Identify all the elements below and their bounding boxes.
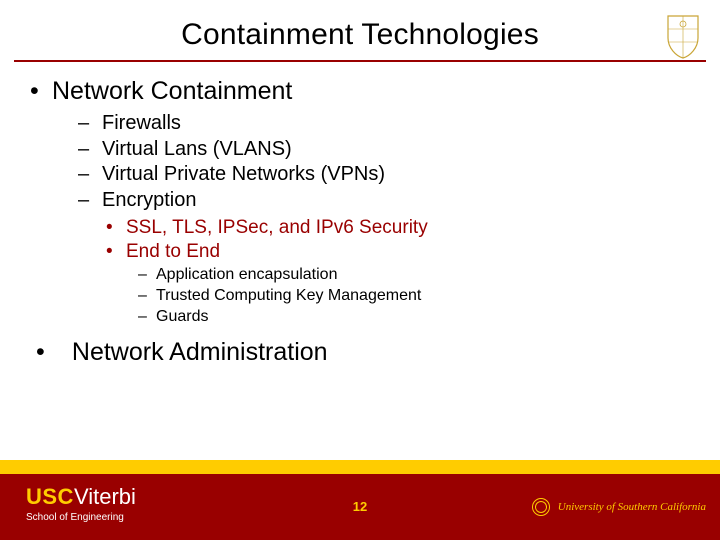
bullet-dot-icon: •	[106, 240, 126, 265]
bullet-lvl2: –Firewalls	[78, 111, 690, 137]
dash-icon: –	[138, 265, 156, 286]
bullet-lvl1: •Network Containment	[30, 76, 690, 107]
usc-viterbi-logo: USCViterbi School of Engineering	[26, 484, 136, 523]
viterbi-text: Viterbi	[74, 484, 136, 509]
dash-icon: –	[78, 137, 102, 163]
dash-icon: –	[138, 286, 156, 307]
slide-title: Containment Technologies	[0, 18, 720, 52]
content-region: •Network Containment –Firewalls –Virtual…	[0, 62, 720, 369]
bullet-text: SSL, TLS, IPSec, and IPv6 Security	[126, 217, 428, 238]
bullet-text: Virtual Lans (VLANS)	[102, 138, 292, 160]
bullet-lvl4: –Guards	[138, 307, 690, 328]
bullet-text: Trusted Computing Key Management	[156, 287, 421, 304]
bullet-lvl2: –Encryption	[78, 188, 690, 214]
bullet-text: Network Administration	[72, 338, 328, 366]
footer: USCViterbi School of Engineering 12 Univ…	[0, 460, 720, 540]
bullet-text: Virtual Private Networks (VPNs)	[102, 163, 385, 185]
bullet-text: End to End	[126, 241, 220, 262]
lvl2-list: –Firewalls –Virtual Lans (VLANS) –Virtua…	[78, 111, 690, 213]
lvl3-list: •SSL, TLS, IPSec, and IPv6 Security •End…	[106, 216, 690, 265]
bullet-lvl2: –Virtual Lans (VLANS)	[78, 137, 690, 163]
bullet-text: Application encapsulation	[156, 266, 337, 283]
page-number: 12	[353, 499, 367, 514]
slide: Containment Technologies •Network Contai…	[0, 0, 720, 540]
bullet-lvl2: –Virtual Private Networks (VPNs)	[78, 162, 690, 188]
university-text: University of Southern California	[558, 501, 706, 513]
bullet-text: Firewalls	[102, 112, 181, 134]
cardinal-bar: USCViterbi School of Engineering 12 Univ…	[0, 474, 720, 540]
title-region: Containment Technologies	[0, 0, 720, 52]
usc-text: USC	[26, 484, 74, 509]
bullet-lvl3: •End to End	[106, 240, 690, 265]
dash-icon: –	[78, 188, 102, 214]
lvl4-list: –Application encapsulation –Trusted Comp…	[138, 265, 690, 327]
bullet-text: Encryption	[102, 189, 197, 211]
bullet-text: Network Containment	[52, 77, 292, 105]
gold-bar	[0, 460, 720, 474]
dash-icon: –	[138, 307, 156, 328]
bullet-lvl1: • Network Administration	[36, 337, 690, 368]
bullet-lvl4: –Application encapsulation	[138, 265, 690, 286]
dash-icon: –	[78, 162, 102, 188]
bullet-dot-icon: •	[106, 216, 126, 241]
bullet-dot-icon: •	[30, 76, 52, 107]
bullet-dot-icon: •	[36, 337, 58, 368]
bullet-lvl4: –Trusted Computing Key Management	[138, 286, 690, 307]
school-text: School of Engineering	[26, 512, 136, 523]
bullet-lvl3: •SSL, TLS, IPSec, and IPv6 Security	[106, 216, 690, 241]
dash-icon: –	[78, 111, 102, 137]
usc-shield-icon	[664, 14, 702, 60]
university-mark: University of Southern California	[532, 498, 706, 516]
bullet-text: Guards	[156, 308, 208, 325]
usc-viterbi-wordmark: USCViterbi	[26, 484, 136, 510]
seal-icon	[532, 498, 550, 516]
